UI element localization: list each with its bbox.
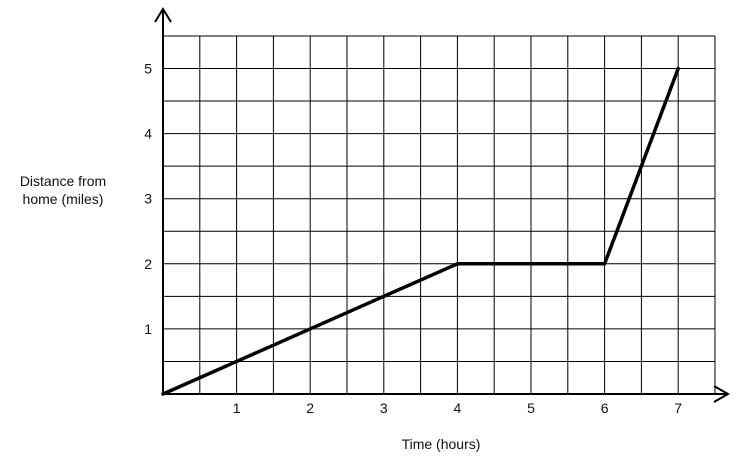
- x-tick-labels: 1 2 3 4 5 6 7: [233, 400, 683, 416]
- x-tick-label: 7: [674, 400, 682, 416]
- y-tick-label: 4: [144, 126, 152, 142]
- y-tick-label: 2: [144, 256, 152, 272]
- series: [161, 66, 680, 396]
- y-axis-title-line-1: Distance from: [20, 173, 106, 189]
- x-tick-label: 2: [306, 400, 314, 416]
- y-axis-arrow-icon: [154, 7, 172, 23]
- x-tick-label: 3: [380, 400, 388, 416]
- x-tick-label: 6: [601, 400, 609, 416]
- axes: [154, 7, 731, 403]
- x-tick-label: 1: [233, 400, 241, 416]
- y-tick-label: 1: [144, 321, 152, 337]
- x-axis-title: Time (hours): [402, 436, 481, 452]
- y-tick-label: 5: [144, 61, 152, 77]
- x-axis-arrow-icon: [713, 385, 731, 403]
- x-tick-label: 5: [527, 400, 535, 416]
- y-axis-title-line-2: home (miles): [23, 191, 104, 207]
- series-line-1: [161, 66, 680, 396]
- x-tick-label: 4: [454, 400, 462, 416]
- y-tick-labels: 1 2 3 4 5: [144, 61, 152, 337]
- grid: [163, 35, 716, 394]
- y-tick-label: 3: [144, 191, 152, 207]
